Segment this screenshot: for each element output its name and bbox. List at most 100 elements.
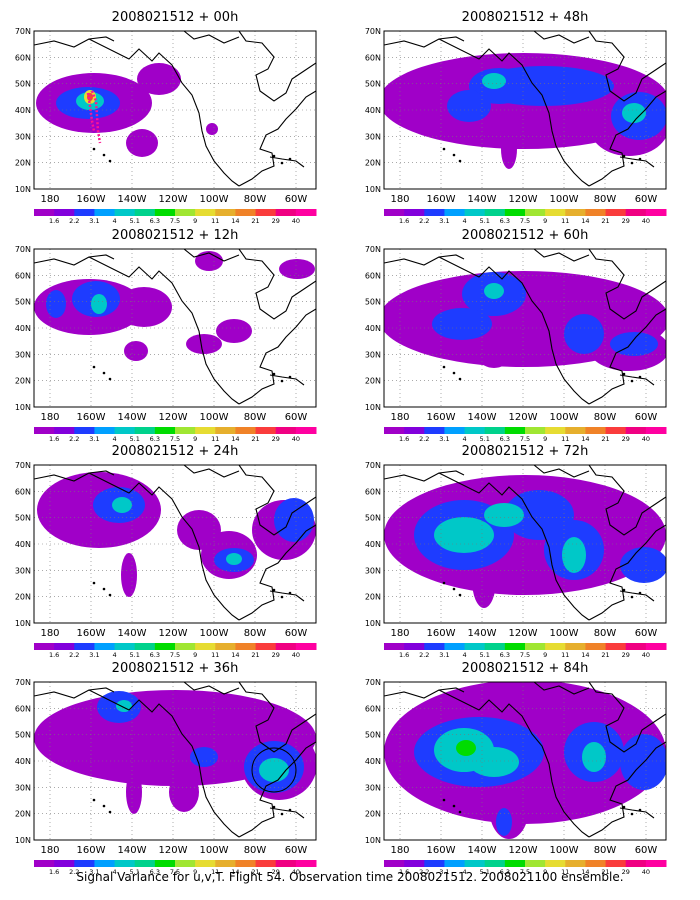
- colorbar-swatch: [404, 860, 425, 867]
- coastline-path: [588, 31, 666, 102]
- lat-label: 20N: [15, 377, 31, 386]
- colorbar-label: 7.5: [170, 868, 180, 876]
- colorbar-swatch: [565, 427, 586, 434]
- island: [102, 804, 106, 808]
- lon-label: 80W: [244, 194, 267, 205]
- colorbar-label: 2.2: [419, 217, 429, 225]
- colorbar-swatch: [195, 643, 216, 650]
- lon-label: 180: [40, 845, 59, 856]
- lon-label: 180: [40, 194, 59, 205]
- colorbar-label: 1.6: [399, 435, 409, 443]
- colorbar-swatch: [255, 643, 277, 650]
- colorbar-swatch: [34, 860, 55, 867]
- map-border: [33, 681, 317, 841]
- lat-label: 70N: [365, 678, 381, 687]
- colorbar-swatch: [154, 427, 176, 434]
- variance-contour: [116, 700, 132, 712]
- colorbar-label: 4: [463, 435, 467, 443]
- colorbar-label: 6.3: [500, 217, 510, 225]
- lon-label: 120W: [159, 194, 188, 205]
- lon-label: 80W: [594, 412, 617, 423]
- lat-label: 40N: [365, 540, 381, 549]
- colorbar-swatch: [295, 860, 317, 867]
- colorbar-swatch: [154, 643, 176, 650]
- colorbar-label: 11: [561, 651, 569, 659]
- colorbar-swatch: [134, 427, 156, 434]
- lat-label: 50N: [365, 80, 381, 89]
- colorbar-label: 1.6: [399, 868, 409, 876]
- colorbar-label: 40: [292, 651, 300, 659]
- map-panel: 2008021512 + 60h 70N 60N 50N 40N 30N 20N 10N 180…: [365, 228, 667, 443]
- colorbar-label: 14: [581, 435, 589, 443]
- colorbar-swatch: [645, 643, 667, 650]
- coastline-path: [619, 590, 655, 602]
- coastline: [34, 682, 316, 838]
- colorbar-label: 9: [193, 651, 197, 659]
- colorbar-label: 9: [543, 868, 547, 876]
- variance-contour: [259, 758, 289, 782]
- colorbar-swatch: [114, 643, 136, 650]
- colorbar-swatch: [504, 209, 526, 216]
- island: [288, 375, 292, 379]
- variance-contour: [564, 314, 604, 354]
- colorbar-swatch: [484, 209, 506, 216]
- map-border: [383, 464, 667, 624]
- island: [630, 812, 634, 816]
- colorbar-label: 2.2: [69, 435, 79, 443]
- lon-label: 160W: [427, 194, 456, 205]
- colorbar-swatch: [525, 427, 546, 434]
- variance-field: [384, 682, 666, 839]
- island: [458, 377, 462, 381]
- variance-field: [37, 472, 316, 597]
- lat-label: 40N: [365, 324, 381, 333]
- lat-label: 40N: [15, 540, 31, 549]
- lon-label: 60W: [285, 628, 308, 639]
- lat-label: 50N: [15, 731, 31, 740]
- colorbar-swatch: [545, 427, 566, 434]
- colorbar-label: 3.1: [439, 651, 449, 659]
- map-panel: 2008021512 + 12h 70N 60N 50N 40N 30N 20N 10N 180…: [15, 228, 317, 443]
- colorbar-label: 5.1: [480, 868, 490, 876]
- map-border: [383, 248, 667, 408]
- colorbar-swatch: [545, 643, 566, 650]
- map-border: [33, 464, 317, 624]
- island: [102, 153, 106, 157]
- colorbar-swatch: [94, 209, 116, 216]
- colorbar-label: 14: [581, 868, 589, 876]
- colorbar-swatch: [525, 209, 546, 216]
- colorbar-label: 14: [581, 217, 589, 225]
- coastline-path: [588, 741, 666, 838]
- variance-contour: [137, 63, 181, 95]
- colorbar-swatch: [484, 643, 506, 650]
- colorbar-swatch: [275, 643, 297, 650]
- variance-contour: [434, 517, 494, 553]
- coastline-path: [238, 524, 316, 621]
- lat-label: 20N: [15, 593, 31, 602]
- colorbar-label: 5.1: [130, 435, 140, 443]
- island: [630, 161, 634, 165]
- variance-field: [36, 63, 218, 157]
- variance-contour: [469, 747, 519, 777]
- colorbar-swatch: [605, 643, 627, 650]
- colorbar-label: 7.5: [170, 217, 180, 225]
- colorbar-swatch: [175, 427, 196, 434]
- lat-label: 40N: [365, 106, 381, 115]
- colorbar-label: 29: [272, 868, 280, 876]
- colorbar-label: 29: [622, 868, 630, 876]
- lon-label: 80W: [244, 845, 267, 856]
- lon-label: 140W: [118, 412, 147, 423]
- lat-label: 10N: [15, 619, 31, 628]
- lat-label: 70N: [15, 461, 31, 470]
- lat-label: 20N: [365, 159, 381, 168]
- island: [622, 372, 626, 376]
- colorbar-swatch: [235, 860, 257, 867]
- coastline-path: [88, 470, 115, 476]
- colorbar-label: 7.5: [520, 435, 530, 443]
- coastline-path: [238, 741, 316, 838]
- colorbar-label: 1.6: [49, 651, 59, 659]
- coastline: [34, 249, 316, 405]
- map-panel: 2008021512 + 24h 70N 60N 50N 40N 30N 20N 10N 180…: [15, 444, 317, 659]
- lat-label: 60N: [365, 704, 381, 713]
- coastline-path: [588, 524, 666, 621]
